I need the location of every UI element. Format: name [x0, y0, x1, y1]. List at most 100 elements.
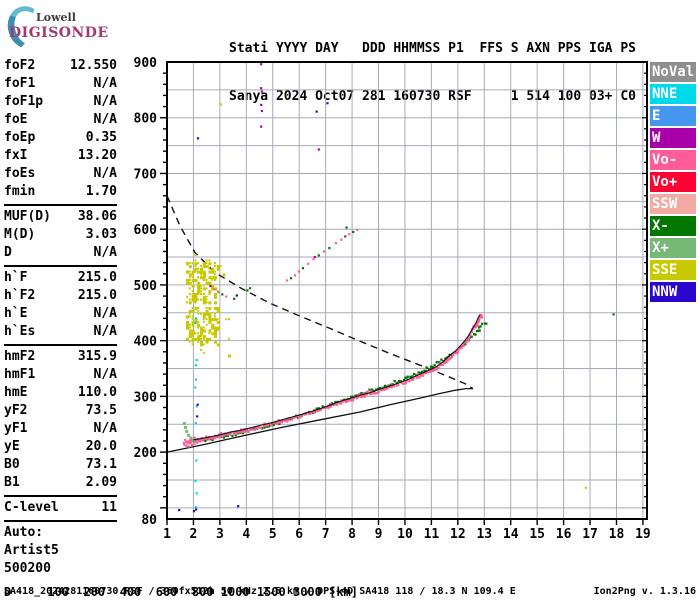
param-divider — [4, 265, 117, 267]
param-value: 315.9 — [77, 349, 117, 364]
param-label: D — [4, 245, 12, 260]
param-row-yf1: yF1 N/A — [4, 420, 117, 438]
param-label: C-level — [4, 500, 59, 515]
param-value: N/A — [93, 245, 117, 260]
param-row-mufd: MUF(D) 38.06 — [4, 208, 117, 226]
param-value: 2.09 — [85, 475, 117, 490]
x-tick-label: 19 — [635, 527, 651, 542]
param-value: N/A — [93, 367, 117, 382]
param-row-yf2: yF2 73.5 — [4, 402, 117, 420]
param-label: fmin — [4, 184, 36, 199]
param-value: 110.0 — [77, 385, 117, 400]
param-value: 215.0 — [77, 288, 117, 303]
param-row-ye: yE 20.0 — [4, 438, 117, 456]
y-tick-label: 800 — [134, 112, 158, 127]
x-tick-label: 14 — [503, 527, 519, 542]
legend-item-sse: SSE — [650, 260, 696, 280]
x-tick-label: 12 — [450, 527, 466, 542]
y-tick-label: 80 — [141, 513, 157, 528]
param-label: hmF2 — [4, 349, 36, 364]
param-row-fof1: foF1 N/A — [4, 75, 117, 93]
param-value: 11 — [101, 500, 117, 515]
param-label: h`F2 — [4, 288, 36, 303]
param-row-fxi: fxI 13.20 — [4, 147, 117, 165]
legend-item-nnw: NNW — [650, 282, 696, 302]
x-tick-label: 17 — [582, 527, 598, 542]
x-tick-label: 16 — [556, 527, 572, 542]
param-value: 215.0 — [77, 270, 117, 285]
legend-item-noval: NoVal — [650, 62, 696, 82]
param-row-foep: foEp 0.35 — [4, 129, 117, 147]
x-tick-label: 18 — [609, 527, 625, 542]
legend-item-x: X- — [650, 216, 696, 236]
param-row-fof1p: foF1p N/A — [4, 93, 117, 111]
param-row-fmin: fmin 1.70 — [4, 183, 117, 201]
param-value: 13.20 — [77, 148, 117, 163]
param-divider — [4, 495, 117, 497]
param-label: foEs — [4, 166, 36, 181]
param-value: N/A — [93, 94, 117, 109]
x-tick-label: 5 — [269, 527, 277, 542]
autoscaling-info-line: 500200 — [4, 561, 51, 576]
x-tick-label: 3 — [216, 527, 224, 542]
param-row-d: D N/A — [4, 244, 117, 262]
param-label: B0 — [4, 457, 20, 472]
param-label: yF1 — [4, 421, 28, 436]
y-tick-label: 700 — [134, 167, 158, 182]
echo-status-legend: NoVal NNE E W Vo- Vo+ SSW X- X+ SSE NNW — [650, 62, 696, 304]
x-tick-label: 15 — [529, 527, 545, 542]
legend-item-w: W — [650, 128, 696, 148]
param-label: yE — [4, 439, 20, 454]
param-label: foEp — [4, 130, 36, 145]
muf-distance-table: D 100 200 400 600 800 1000 1500 3000 [km… — [4, 555, 365, 600]
x-tick-label: 9 — [375, 527, 383, 542]
scaled-parameters-panel: foF2 12.550 foF1 N/A foF1p N/A foE N/A foEp 0.35 f… — [4, 57, 117, 578]
y-tick-label: 900 — [134, 56, 158, 71]
param-label: h`F — [4, 270, 28, 285]
legend-item-e: E — [650, 106, 696, 126]
param-row-hes: h`Es N/A — [4, 323, 117, 341]
param-divider — [4, 204, 117, 206]
param-label: hmF1 — [4, 367, 36, 382]
param-value: N/A — [93, 306, 117, 321]
param-label: M(D) — [4, 227, 36, 242]
lowell-digisonde-logo: Lowell DIGISONDE — [2, 1, 121, 54]
x-tick-label: 7 — [322, 527, 330, 542]
param-label: yF2 — [4, 403, 28, 418]
param-value: N/A — [93, 112, 117, 127]
param-divider — [4, 344, 117, 346]
param-label: foF2 — [4, 58, 36, 73]
param-row-b1: B1 2.09 — [4, 474, 117, 492]
param-label: foE — [4, 112, 28, 127]
param-row-hmf1: hmF1 N/A — [4, 366, 117, 384]
x-tick-label: 1 — [163, 527, 171, 542]
param-value: 73.5 — [85, 403, 117, 418]
footer-bar: SA418_2024281160730.RSF / 360fx512h 50 k… — [4, 586, 696, 598]
param-value: 12.550 — [70, 58, 117, 73]
param-row-hf2: h`F2 215.0 — [4, 287, 117, 305]
param-value: N/A — [93, 166, 117, 181]
distance-row: D 100 200 400 600 800 1000 1500 3000 [km… — [4, 585, 359, 599]
param-row-fof2: foF2 12.550 — [4, 57, 117, 75]
y-tick-label: 200 — [134, 446, 158, 461]
header-field-values: Sanya 2024 Oct07 281 160730 RSF 1 514 10… — [229, 89, 636, 104]
measurement-header: Stati YYYY DAY DDD HHMMSS P1 FFS S AXN P… — [229, 9, 636, 137]
param-row-he: h`E N/A — [4, 305, 117, 323]
footer-version: Ion2Png v. 1.3.16 — [593, 586, 696, 597]
autoscaling-info-line: Artist5 — [4, 543, 59, 558]
param-row-clevel: C-level 11 — [4, 499, 117, 517]
footer-file-info: SA418_2024281160730.RSF / 360fx512h 50 k… — [4, 586, 516, 597]
x-tick-label: 6 — [295, 527, 303, 542]
param-row-hme: hmE 110.0 — [4, 384, 117, 402]
legend-item-x: X+ — [650, 238, 696, 258]
logo-digisonde-text: DIGISONDE — [9, 25, 109, 41]
param-value: 1.70 — [85, 184, 117, 199]
param-label: h`Es — [4, 324, 36, 339]
param-value: 73.1 — [85, 457, 117, 472]
x-tick-label: 11 — [424, 527, 440, 542]
param-label: h`E — [4, 306, 28, 321]
param-value: 38.06 — [77, 209, 117, 224]
x-tick-label: 8 — [348, 527, 356, 542]
param-row-foe: foE N/A — [4, 111, 117, 129]
